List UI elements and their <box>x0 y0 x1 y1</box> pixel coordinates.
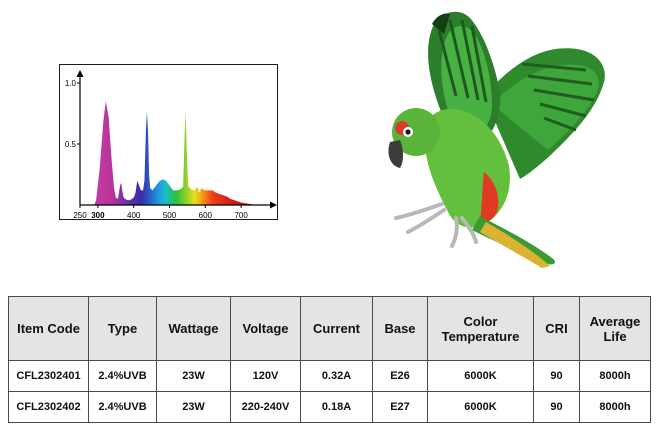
header-line: Temperature <box>441 328 520 344</box>
spec-table: Item Code Type Wattage Voltage Current B… <box>8 296 651 423</box>
header-item-code: Item Code <box>8 296 89 361</box>
header-color-temperature: Color Temperature <box>427 296 534 361</box>
y-axis-arrow <box>76 70 84 77</box>
x-tick-label: 250 <box>73 211 87 220</box>
header-base: Base <box>372 296 428 361</box>
header-line: Type <box>107 321 138 336</box>
spec-header-row: Item Code Type Wattage Voltage Current B… <box>8 296 651 361</box>
table-cell: 6000K <box>427 391 534 423</box>
table-cell: 90 <box>533 391 580 423</box>
table-cell: 2.4%UVB <box>88 360 157 392</box>
header-cri: CRI <box>533 296 580 361</box>
header-line: Life <box>603 328 627 344</box>
header-line: Voltage <box>242 321 289 336</box>
parrot-image <box>388 11 605 268</box>
header-line: Color <box>463 313 498 329</box>
table-cell: 0.18A <box>300 391 373 423</box>
x-tick-label: 400 <box>127 211 141 220</box>
table-cell: 23W <box>156 391 231 423</box>
header-line: Wattage <box>168 321 219 336</box>
table-cell: 90 <box>533 360 580 392</box>
x-tick-label: 700 <box>234 211 248 220</box>
table-cell: 8000h <box>579 360 651 392</box>
table-row: CFL2302402 2.4%UVB 23W 220-240V 0.18A E2… <box>8 391 651 423</box>
table-cell: CFL2302402 <box>8 391 89 423</box>
table-cell: E26 <box>372 360 428 392</box>
header-line: CRI <box>545 321 568 336</box>
spectrum-svg: 250 300 400 500 600 700 1.0 0.5 <box>65 70 277 220</box>
header-current: Current <box>300 296 373 361</box>
table-cell: 8000h <box>579 391 651 423</box>
x-axis-arrow <box>270 201 277 209</box>
table-cell: 23W <box>156 360 231 392</box>
table-cell: CFL2302401 <box>8 360 89 392</box>
x-tick-label: 500 <box>163 211 177 220</box>
x-tick-label: 600 <box>199 211 213 220</box>
header-voltage: Voltage <box>230 296 301 361</box>
header-line: Item Code <box>17 321 80 336</box>
header-line: Current <box>313 321 360 336</box>
header-average-life: Average Life <box>579 296 651 361</box>
table-cell: 0.32A <box>300 360 373 392</box>
table-cell: E27 <box>372 391 428 423</box>
table-cell: 2.4%UVB <box>88 391 157 423</box>
spectrum-chart: 250 300 400 500 600 700 1.0 0.5 <box>59 64 278 220</box>
x-tick-label: 300 <box>91 211 105 220</box>
table-row: CFL2302401 2.4%UVB 23W 120V 0.32A E26 60… <box>8 360 651 392</box>
table-cell: 220-240V <box>230 391 301 423</box>
spectrum-area <box>80 101 263 205</box>
table-cell: 120V <box>230 360 301 392</box>
header-line: Base <box>384 321 416 336</box>
header-wattage: Wattage <box>156 296 231 361</box>
y-tick-label: 0.5 <box>65 140 77 149</box>
table-cell: 6000K <box>427 360 534 392</box>
header-type: Type <box>88 296 157 361</box>
y-tick-label: 1.0 <box>65 79 77 88</box>
header-line: Average <box>589 313 641 329</box>
